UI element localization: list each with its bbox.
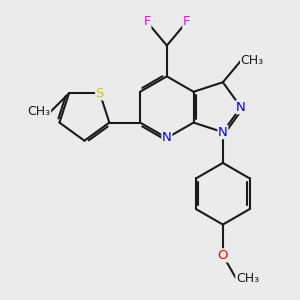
Text: CH₃: CH₃: [236, 272, 259, 285]
Text: F: F: [143, 15, 151, 28]
Text: N: N: [218, 126, 228, 139]
Text: F: F: [183, 15, 190, 28]
Text: CH₃: CH₃: [241, 55, 264, 68]
Text: CH₃: CH₃: [27, 105, 50, 118]
Text: O: O: [218, 249, 228, 262]
Text: N: N: [236, 101, 246, 114]
Text: S: S: [96, 87, 104, 100]
Text: N: N: [162, 131, 172, 145]
